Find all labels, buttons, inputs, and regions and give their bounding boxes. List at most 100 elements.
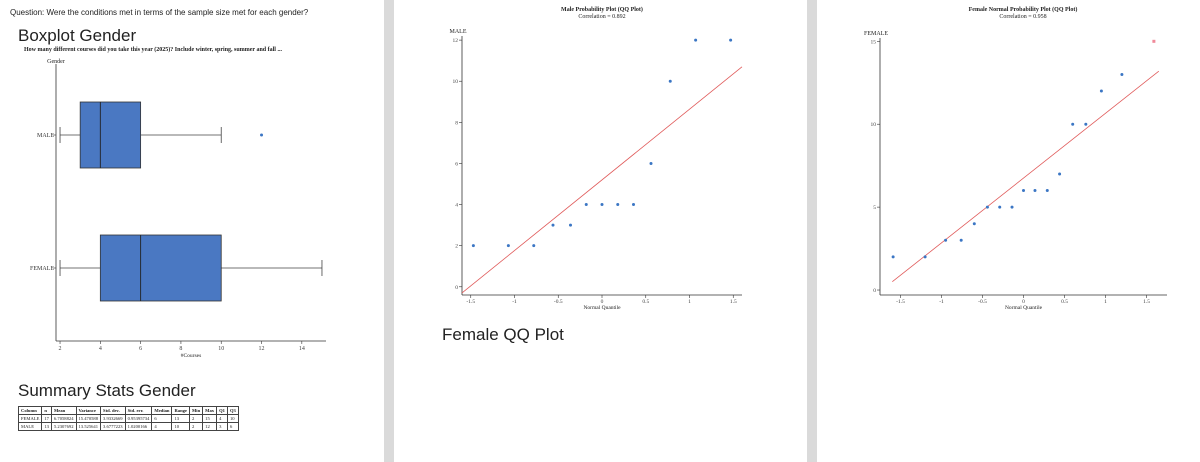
summary-header-cell: Column bbox=[17, 406, 43, 415]
page-divider bbox=[807, 0, 817, 462]
male-qq-point bbox=[532, 244, 536, 248]
male-qq-x-tick-label: -1.5 bbox=[466, 299, 475, 305]
summary-header-cell: Q3 bbox=[226, 406, 239, 415]
boxplot-x-tick-label: 8 bbox=[179, 346, 182, 352]
boxplot-group-label: MALE bbox=[37, 133, 54, 139]
summary-cell: 5.2307692 bbox=[50, 422, 77, 431]
boxplot-subtitle: How many different courses did you take … bbox=[24, 47, 282, 53]
boxplot-box bbox=[79, 101, 142, 169]
female-qq-point bbox=[1010, 205, 1014, 209]
male-qq-point bbox=[471, 244, 475, 248]
summary-cell: 17 bbox=[41, 414, 52, 423]
male-qq-point bbox=[600, 203, 604, 207]
female-qq-ylabel: FEMALE bbox=[864, 31, 888, 37]
female-qq-point bbox=[985, 205, 989, 209]
female-qq-point bbox=[1120, 72, 1124, 76]
male-qq-x-tick-label: 1 bbox=[688, 299, 691, 305]
summary-cell: 6.7058824 bbox=[50, 414, 77, 423]
male-qq-point bbox=[551, 223, 555, 227]
summary-cell: 13 bbox=[171, 414, 190, 423]
male-qq-title: Male Probability Plot (QQ Plot) bbox=[561, 6, 643, 13]
summary-cell: 3 bbox=[216, 422, 228, 431]
male-qq-point bbox=[584, 203, 588, 207]
male-qq-y-tick-label: 12 bbox=[453, 38, 459, 44]
boxplot-x-tick-label: 14 bbox=[299, 346, 305, 352]
boxplot-title: Boxplot Gender bbox=[18, 26, 137, 45]
boxplot-x-tick-label: 2 bbox=[59, 346, 62, 352]
summary-header-cell: Range bbox=[171, 406, 190, 415]
female-qq-point bbox=[1045, 189, 1049, 193]
female-qq-x-tick-label: 0 bbox=[1022, 299, 1025, 305]
female-qq-heading: Female QQ Plot bbox=[442, 325, 564, 344]
male-qq-y-tick-label: 8 bbox=[455, 120, 458, 126]
page-divider bbox=[384, 0, 394, 462]
boxplot-x-tick-label: 6 bbox=[139, 346, 142, 352]
male-qq-point bbox=[632, 203, 635, 207]
male-qq-y-tick-label: 10 bbox=[453, 79, 459, 85]
female-qq-point bbox=[1033, 189, 1037, 193]
boxplot-chart: Gender 2 4 6 8 10 12 14 #Courses MALE FEMALE bbox=[30, 59, 326, 359]
female-qq-point bbox=[998, 205, 1002, 209]
summary-cell: FEMALE bbox=[17, 414, 43, 423]
summary-cell: 3.6777223 bbox=[100, 422, 126, 431]
page-female-qq: Female Normal Probability Plot (QQ Plot)… bbox=[817, 0, 1200, 462]
page-boxplot: Question: Were the conditions met in ter… bbox=[0, 0, 384, 462]
summary-cell: 2 bbox=[188, 422, 204, 431]
female-qq-x-tick-label: -1.5 bbox=[896, 299, 905, 305]
summary-title: Summary Stats Gender bbox=[18, 381, 196, 400]
page-male-qq: Male Probability Plot (QQ Plot) Correlati… bbox=[394, 0, 807, 462]
boxplot-x-tick-label: 4 bbox=[99, 346, 102, 352]
female-qq-point bbox=[972, 222, 976, 226]
female-qq-x-tick-label: 0.5 bbox=[1061, 299, 1068, 305]
female-qq-xlabel: Normal Quantile bbox=[1005, 305, 1043, 311]
summary-cell: 12 bbox=[202, 422, 218, 431]
summary-cell: 10 bbox=[171, 422, 190, 431]
boxplot-ylabel: Gender bbox=[47, 59, 65, 65]
boxplot-xlabel: #Courses bbox=[181, 353, 201, 359]
female-qq-chart: Female Normal Probability Plot (QQ Plot)… bbox=[864, 6, 1167, 311]
female-qq-point bbox=[1152, 39, 1156, 43]
female-qq-point bbox=[891, 255, 895, 259]
summary-cell: 6 bbox=[226, 422, 239, 431]
boxplot-x-tick-label: 12 bbox=[259, 346, 265, 352]
summary-cell: 13 bbox=[41, 422, 52, 431]
male-qq-point bbox=[668, 79, 672, 83]
table-row: FEMALE 17 6.7058824 15.470588 3.9332669 0.953… bbox=[17, 414, 239, 423]
female-qq-x-tick-label: 1.5 bbox=[1143, 299, 1150, 305]
male-qq-x-tick-label: -1 bbox=[512, 299, 517, 305]
boxplot-outlier bbox=[260, 133, 264, 137]
summary-header-cell: Std. err. bbox=[124, 406, 153, 415]
summary-cell: 15 bbox=[202, 414, 218, 423]
female-qq-subtitle: Correlation = 0.958 bbox=[999, 14, 1046, 20]
summary-cell: 4 bbox=[216, 414, 228, 423]
male-qq-point bbox=[506, 244, 510, 248]
summary-body: FEMALE 17 6.7058824 15.470588 3.9332669 0.953… bbox=[17, 414, 239, 431]
female-qq-y-tick-label: 5 bbox=[873, 205, 876, 211]
female-qq-point bbox=[1071, 122, 1075, 126]
table-row: MALE 13 5.2307692 13.525641 3.6777223 1.02001… bbox=[17, 422, 239, 431]
summary-header-cell: Std. dev. bbox=[100, 406, 126, 415]
female-qq-y-tick-label: 0 bbox=[873, 288, 876, 294]
female-qq-x-tick-label: 1 bbox=[1104, 299, 1107, 305]
male-qq-x-tick-label: 0.5 bbox=[642, 299, 649, 305]
summary-header-cell: n bbox=[41, 406, 52, 415]
male-qq-point bbox=[569, 223, 572, 227]
male-qq-subtitle: Correlation = 0.892 bbox=[578, 14, 625, 20]
summary-header-cell: Variance bbox=[75, 406, 102, 415]
summary-stats-table: Column n Mean Variance Std. dev. Std. err. Med… bbox=[17, 406, 239, 431]
male-qq-ylabel: MALE bbox=[450, 29, 467, 35]
female-qq-y-tick-label: 15 bbox=[871, 39, 877, 45]
summary-cell: 10 bbox=[226, 414, 239, 423]
summary-header-cell: Median bbox=[151, 406, 173, 415]
male-qq-y-tick-label: 2 bbox=[455, 244, 458, 250]
female-qq-x-tick-label: -1 bbox=[939, 299, 944, 305]
summary-cell: 3.9332669 bbox=[100, 414, 126, 423]
summary-header-cell: Q1 bbox=[216, 406, 228, 415]
male-qq-y-tick-label: 6 bbox=[455, 161, 458, 167]
male-qq-x-tick-label: 1.5 bbox=[730, 299, 737, 305]
boxplot-x-tick-label: 10 bbox=[218, 346, 224, 352]
question-text: Question: Were the conditions met in ter… bbox=[10, 8, 309, 17]
male-qq-fit-line bbox=[461, 66, 743, 294]
male-qq-x-tick-label: -0.5 bbox=[554, 299, 563, 305]
male-qq-chart: Male Probability Plot (QQ Plot)Correlati… bbox=[450, 6, 743, 311]
